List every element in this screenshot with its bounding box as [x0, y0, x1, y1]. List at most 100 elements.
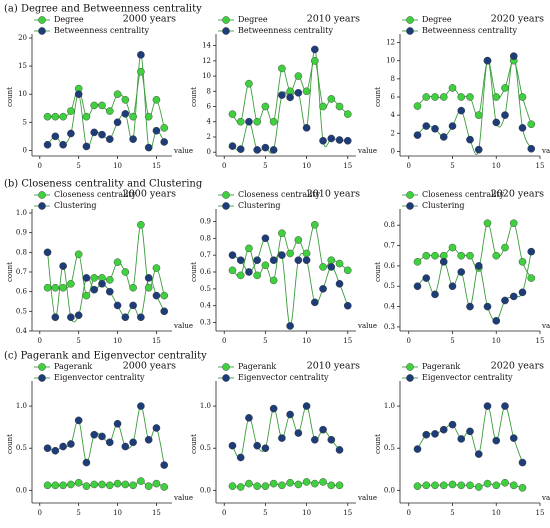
data-point: [474, 111, 483, 119]
data-point: [335, 136, 344, 144]
data-point: [160, 483, 169, 491]
data-point: [253, 146, 261, 154]
data-point: [294, 72, 303, 80]
data-point: [137, 67, 145, 76]
x-axis-label: value: [357, 494, 377, 502]
data-point: [294, 256, 303, 265]
data-point: [335, 446, 344, 454]
y-tick-label: 0.5: [200, 444, 211, 452]
data-point: [448, 243, 457, 252]
data-point: [466, 302, 474, 311]
data-point: [105, 481, 114, 490]
data-point: [51, 313, 60, 322]
data-point: [466, 93, 474, 101]
data-point: [302, 249, 311, 258]
data-point: [152, 96, 161, 104]
data-point: [59, 112, 67, 121]
data-point: [105, 438, 114, 447]
data-point: [311, 298, 319, 307]
data-point: [228, 441, 237, 450]
x-tick-label: 15: [536, 162, 545, 170]
data-point: [43, 248, 52, 257]
x-axis-label: value: [357, 322, 377, 330]
data-point: [343, 136, 352, 145]
y-tick-label: 0.9: [200, 217, 211, 225]
data-point: [422, 481, 431, 490]
data-point: [74, 478, 83, 487]
data-point: [43, 283, 52, 292]
data-point: [319, 263, 327, 271]
data-point: [286, 478, 294, 487]
data-point: [129, 112, 137, 121]
data-point: [82, 274, 91, 282]
y-tick-label: 15: [18, 62, 27, 70]
x-axis-label: value: [173, 494, 193, 502]
data-point: [67, 129, 75, 138]
data-point: [236, 256, 245, 265]
data-point: [137, 51, 145, 59]
data-point: [82, 112, 91, 121]
legend-label: Pagerank: [54, 362, 92, 371]
y-tick-label: 0: [391, 147, 395, 155]
data-point: [236, 145, 245, 153]
x-tick-label: 0: [222, 162, 226, 170]
data-point: [311, 220, 319, 229]
y-axis-label: count: [374, 87, 382, 107]
chart-title: 2010 years: [307, 189, 360, 200]
data-point: [137, 313, 145, 322]
data-point: [261, 261, 270, 270]
data-point: [483, 219, 492, 227]
y-tick-label: 6: [207, 103, 212, 111]
y-tick-label: 0.3: [200, 319, 211, 327]
y-axis-label: count: [190, 262, 198, 282]
data-point: [228, 482, 237, 490]
data-point: [129, 301, 137, 310]
data-point: [492, 118, 501, 127]
x-tick-label: 0: [222, 337, 226, 345]
y-tick-label: 0.9: [16, 229, 27, 237]
y-axis-label: count: [6, 262, 14, 282]
data-point: [466, 135, 474, 144]
x-tick-label: 5: [76, 509, 80, 517]
legend-marker: [38, 27, 46, 35]
data-point: [278, 434, 286, 442]
x-axis-label: value: [173, 322, 193, 330]
y-tick-label: 0.8: [200, 234, 211, 242]
data-point: [501, 111, 509, 119]
chart-title: 2020 years: [491, 14, 544, 25]
x-tick-label: 15: [343, 337, 352, 345]
y-tick-label: 12: [386, 39, 395, 47]
data-point: [294, 480, 303, 489]
data-point: [90, 285, 99, 294]
data-point: [335, 259, 344, 268]
legend-marker: [406, 202, 414, 210]
data-point: [431, 290, 439, 299]
data-point: [327, 95, 336, 103]
legend-marker: [406, 374, 414, 382]
data-point: [67, 313, 75, 322]
data-point: [431, 481, 439, 490]
data-point: [144, 435, 153, 444]
x-tick-label: 10: [113, 509, 122, 517]
y-tick-label: 20: [18, 34, 27, 42]
data-point: [261, 102, 270, 111]
data-point: [422, 93, 431, 101]
data-point: [43, 481, 52, 490]
data-point: [137, 402, 145, 410]
data-point: [413, 102, 422, 110]
y-tick-label: 12: [202, 57, 211, 65]
series-line: [47, 405, 165, 466]
series-line: [47, 480, 165, 488]
data-point: [113, 118, 122, 127]
data-point: [457, 435, 466, 443]
data-point: [319, 425, 327, 434]
legend-label: Degree: [238, 15, 268, 24]
data-point: [431, 124, 439, 133]
data-point: [422, 430, 431, 439]
data-point: [43, 112, 52, 121]
chart-title: 2020 years: [491, 189, 544, 200]
data-point: [343, 301, 352, 310]
data-point: [439, 93, 448, 101]
data-point: [509, 292, 518, 301]
data-point: [67, 279, 75, 288]
